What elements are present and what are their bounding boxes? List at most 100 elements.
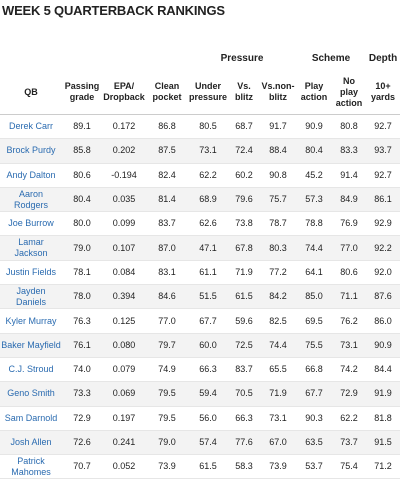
stat-cell: 66.8 <box>296 357 332 383</box>
stat-cell: 68.9 <box>188 187 228 213</box>
stat-cell: 75.7 <box>260 187 296 213</box>
stat-cell: 78.7 <box>260 211 296 237</box>
table-row: Patrick Mahomes 70.7 0.052 73.9 61.5 58.3 73.9… <box>0 454 400 479</box>
table-row: Baker Mayfield 76.1 0.080 79.7 60.0 72.5 74.4 7… <box>0 333 400 358</box>
stat-cell: 57.4 <box>188 430 228 456</box>
stat-cell: 80.4 <box>296 138 332 164</box>
table-row: Joe Burrow 80.0 0.099 83.7 62.6 73.8 78.7 78.8 7… <box>0 211 400 237</box>
stat-cell: 58.3 <box>228 454 260 479</box>
stat-cell: 80.6 <box>62 163 102 188</box>
group-header: Depth <box>368 52 398 64</box>
stat-cell: 72.6 <box>62 430 102 456</box>
stat-cell: 0.125 <box>102 308 146 334</box>
group-header: Scheme <box>311 52 351 64</box>
table-row: Geno Smith 73.3 0.069 79.5 59.4 70.5 71.9 67.7 7… <box>0 381 400 407</box>
stat-cell: 90.3 <box>296 406 332 431</box>
stat-cell: 0.107 <box>102 235 146 261</box>
stat-cell: 69.5 <box>296 308 332 334</box>
column-header: Under pressure <box>188 70 228 115</box>
qb-name: Jayden Daniels <box>0 284 62 310</box>
stat-cell: 67.7 <box>296 381 332 407</box>
stat-cell: 76.1 <box>62 333 102 358</box>
stat-cell: 68.7 <box>228 114 260 140</box>
stat-cell: -0.194 <box>102 163 146 188</box>
stat-cell: 76.3 <box>62 308 102 334</box>
stat-cell: 72.9 <box>332 381 367 407</box>
stat-cell: 87.0 <box>146 235 188 261</box>
table-body: Derek Carr 89.1 0.172 86.8 80.5 68.7 91.7 90.9 8… <box>0 114 400 479</box>
qb-name: Geno Smith <box>0 381 62 407</box>
qb-name: Sam Darnold <box>0 406 62 431</box>
stat-cell: 74.9 <box>146 357 188 383</box>
stat-cell: 73.1 <box>332 333 367 358</box>
table-row: Jayden Daniels 78.0 0.394 84.6 51.5 61.5 84.2 8… <box>0 284 400 310</box>
stat-cell: 84.2 <box>260 284 296 310</box>
page-title: WEEK 5 QUARTERBACK RANKINGS <box>2 3 225 18</box>
table-row: Brock Purdy 85.8 0.202 87.5 73.1 72.4 88.4 80.4… <box>0 138 400 164</box>
column-header: No play action <box>332 70 367 115</box>
column-header: EPA/ Dropback <box>102 70 146 115</box>
stat-cell: 78.8 <box>296 211 332 237</box>
stat-cell: 67.7 <box>188 308 228 334</box>
stat-cell: 91.5 <box>366 430 400 456</box>
stat-cell: 74.2 <box>332 357 367 383</box>
group-header: Pressure <box>220 52 264 64</box>
stat-cell: 86.0 <box>366 308 400 334</box>
rankings-table: Pressure Scheme Depth QB Passing grade EPA/ D… <box>0 46 400 479</box>
qb-name: Lamar Jackson <box>0 235 62 261</box>
stat-cell: 0.069 <box>102 381 146 407</box>
stat-cell: 62.6 <box>188 211 228 237</box>
stat-cell: 65.5 <box>260 357 296 383</box>
stat-cell: 79.6 <box>228 187 260 213</box>
stat-cell: 77.2 <box>260 260 296 286</box>
stat-cell: 85.0 <box>296 284 332 310</box>
stat-cell: 0.241 <box>102 430 146 456</box>
qb-name: Josh Allen <box>0 430 62 456</box>
stat-cell: 56.0 <box>188 406 228 431</box>
stat-cell: 70.5 <box>228 381 260 407</box>
stat-cell: 80.3 <box>260 235 296 261</box>
stat-cell: 72.9 <box>62 406 102 431</box>
column-header: Passing grade <box>62 70 102 115</box>
stat-cell: 90.9 <box>296 114 332 140</box>
group-spacer <box>0 46 188 70</box>
stat-cell: 47.1 <box>188 235 228 261</box>
stat-cell: 0.202 <box>102 138 146 164</box>
stat-cell: 61.5 <box>228 284 260 310</box>
qb-name: Aaron Rodgers <box>0 187 62 213</box>
stat-cell: 87.6 <box>366 284 400 310</box>
stat-cell: 0.052 <box>102 454 146 479</box>
stat-cell: 83.7 <box>146 211 188 237</box>
stat-cell: 0.172 <box>102 114 146 140</box>
stat-cell: 0.197 <box>102 406 146 431</box>
stat-cell: 90.8 <box>260 163 296 188</box>
stat-cell: 73.9 <box>146 454 188 479</box>
stat-cell: 53.7 <box>296 454 332 479</box>
table-row: Andy Dalton 80.6 -0.194 82.4 62.2 60.2 90.8 45.… <box>0 163 400 188</box>
stat-cell: 0.394 <box>102 284 146 310</box>
stat-cell: 74.0 <box>62 357 102 383</box>
stat-cell: 60.2 <box>228 163 260 188</box>
stat-cell: 74.4 <box>260 333 296 358</box>
stat-cell: 79.0 <box>62 235 102 261</box>
qb-name: Patrick Mahomes <box>0 454 62 479</box>
group-header-row: Pressure Scheme Depth <box>0 46 400 70</box>
stat-cell: 0.079 <box>102 357 146 383</box>
stat-cell: 70.7 <box>62 454 102 479</box>
stat-cell: 72.4 <box>228 138 260 164</box>
stat-cell: 80.0 <box>62 211 102 237</box>
table-row: Justin Fields 78.1 0.084 83.1 61.1 71.9 77.2 64… <box>0 260 400 286</box>
stat-cell: 91.9 <box>366 381 400 407</box>
stat-cell: 84.9 <box>332 187 367 213</box>
stat-cell: 62.2 <box>332 406 367 431</box>
stat-cell: 80.6 <box>332 260 367 286</box>
column-header: Clean pocket <box>146 70 188 115</box>
qb-name: Brock Purdy <box>0 138 62 164</box>
table-row: Aaron Rodgers 80.4 0.035 81.4 68.9 79.6 75.7 57… <box>0 187 400 213</box>
stat-cell: 66.3 <box>228 406 260 431</box>
stat-cell: 83.1 <box>146 260 188 286</box>
column-header: Play action <box>296 70 332 115</box>
stat-cell: 59.4 <box>188 381 228 407</box>
column-header: Vs. blitz <box>228 70 260 115</box>
stat-cell: 76.9 <box>332 211 367 237</box>
